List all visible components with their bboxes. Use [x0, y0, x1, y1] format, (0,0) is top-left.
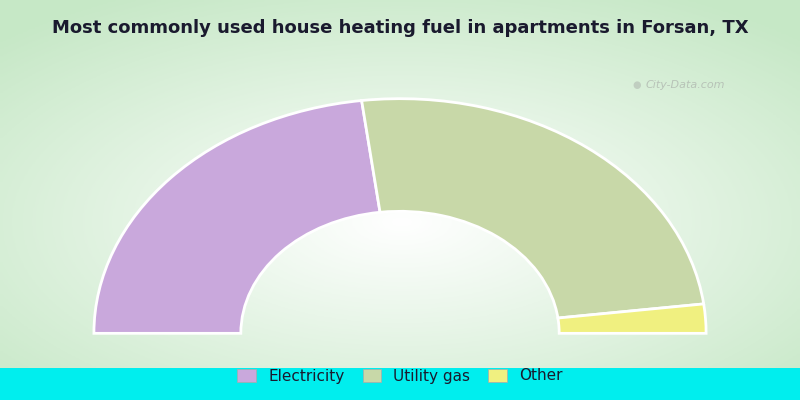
Legend: Electricity, Utility gas, Other: Electricity, Utility gas, Other — [231, 362, 569, 390]
Wedge shape — [362, 99, 704, 318]
Text: Most commonly used house heating fuel in apartments in Forsan, TX: Most commonly used house heating fuel in… — [52, 19, 748, 37]
Wedge shape — [94, 100, 380, 333]
Wedge shape — [558, 304, 706, 333]
Text: City-Data.com: City-Data.com — [646, 80, 725, 90]
Text: ●: ● — [632, 80, 641, 90]
